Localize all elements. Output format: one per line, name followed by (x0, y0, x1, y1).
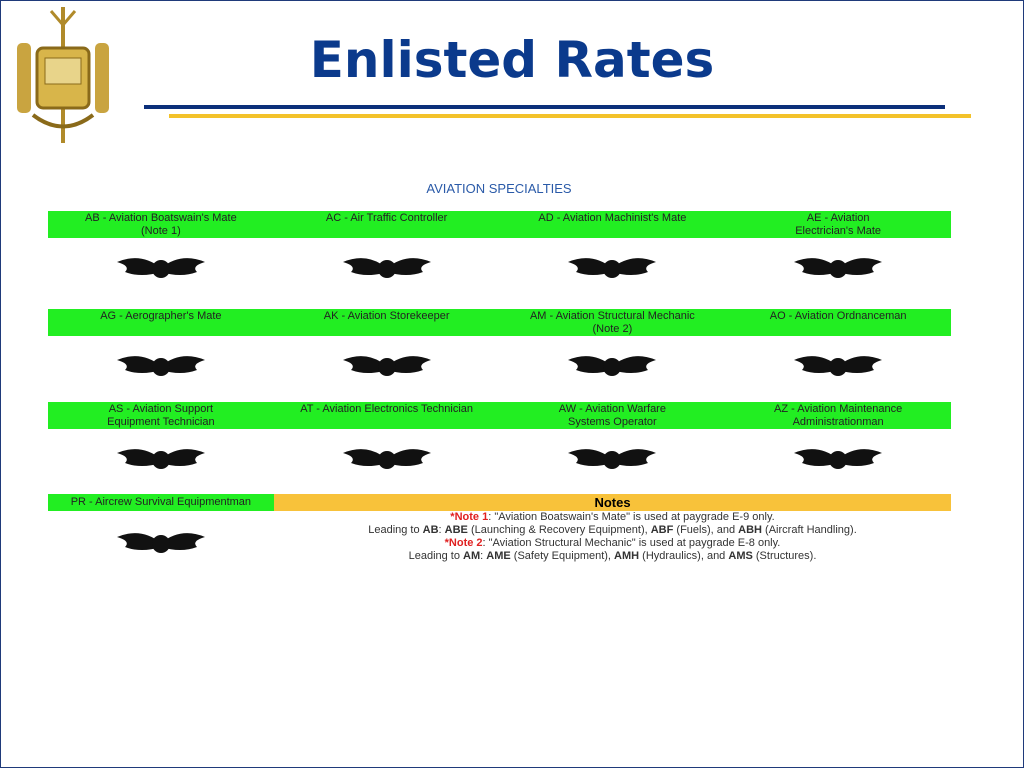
rating-label: AE - Aviation (806, 212, 870, 224)
rating-label: AC - Air Traffic Controller (325, 212, 448, 224)
rating-label: PR - Aircrew Survival Equipmentman (70, 496, 252, 508)
rating-header: AB - Aviation Boatswain's Mate (Note 1) (48, 211, 274, 238)
note-line: *Note 1: "Aviation Boatswain's Mate" is … (274, 511, 951, 523)
note-text: (Aircraft Handling). (762, 524, 857, 536)
rating-label: AK - Aviation Storekeeper (323, 310, 450, 322)
insignia (116, 258, 205, 278)
note-text: : "Aviation Boatswain's Mate" is used at… (488, 511, 775, 523)
note-line: Leading to AM: AME (Safety Equipment), A… (274, 550, 951, 562)
insignia (794, 258, 883, 278)
rating-header: AW - Aviation Warfare Systems Operator (499, 402, 726, 429)
note-text: *Note 1 (450, 511, 489, 523)
note-text: (Safety Equipment), (510, 550, 615, 562)
note-text: AM (463, 550, 481, 562)
rating-label: AD - Aviation Machinist's Mate (538, 212, 687, 224)
rating-label: Systems Operator (568, 416, 657, 428)
note-text: AMS (728, 550, 753, 562)
rating-header: AC - Air Traffic Controller (273, 211, 500, 238)
rating-header: AS - Aviation Support Equipment Technicia… (48, 402, 274, 429)
note-text: : (438, 524, 445, 536)
section-title: AVIATION SPECIALTIES (426, 181, 572, 196)
rating-header: AZ - Aviation Maintenance Administrationm… (725, 402, 951, 429)
rating-label: Administrationman (792, 416, 884, 428)
rating-header: AK - Aviation Storekeeper (273, 309, 500, 336)
note-text: : (480, 550, 487, 562)
note-text: (Launching & Recovery Equipment), (467, 524, 651, 536)
rating-header: PR - Aircrew Survival Equipmentman (48, 494, 274, 511)
rating-header: AO - Aviation Ordnanceman (725, 309, 951, 336)
title: Enlisted Rates (309, 31, 715, 89)
note-text: AB (422, 524, 439, 536)
rating-label: AS - Aviation Support (108, 403, 214, 415)
note-line: Leading to AB: ABE (Launching & Recovery… (274, 524, 951, 536)
rating-label: AW - Aviation Warfare (558, 403, 666, 415)
rating-label: (Note 1) (141, 225, 181, 237)
rating-header: AD - Aviation Machinist's Mate (499, 211, 726, 238)
notes-header: Notes (274, 494, 951, 511)
note-line: *Note 2: "Aviation Structural Mechanic" … (274, 537, 951, 549)
note-text: (Hydraulics), and (639, 550, 729, 562)
emblem (17, 7, 109, 143)
insignia (342, 258, 431, 278)
insignia (116, 449, 205, 469)
rating-label: AZ - Aviation Maintenance (774, 403, 903, 415)
insignia (116, 356, 205, 376)
rating-label: Electrician's Mate (795, 225, 882, 237)
insignia (794, 356, 883, 376)
note-text: ABF (650, 524, 674, 536)
insignia (116, 533, 205, 553)
note-text: (Structures). (752, 550, 817, 562)
insignia (794, 449, 883, 469)
note-text: (Fuels), and (673, 524, 739, 536)
insignia (568, 356, 657, 376)
rating-label: AB - Aviation Boatswain's Mate (85, 212, 237, 224)
rating-header: AE - Aviation Electrician's Mate (725, 211, 951, 238)
note-text: Leading to (408, 550, 464, 562)
note-text: Leading to (368, 524, 423, 536)
rating-label: AO - Aviation Ordnanceman (769, 310, 907, 322)
note-text: AMH (614, 550, 640, 562)
note-text: : "Aviation Structural Mechanic" is used… (482, 537, 781, 549)
insignia (568, 449, 657, 469)
note-text: *Note 2 (444, 537, 483, 549)
rating-header: AG - Aerographer's Mate (48, 309, 274, 336)
rating-label: Equipment Technician (107, 416, 215, 428)
insignia (568, 258, 657, 278)
note-text: AME (486, 550, 511, 562)
rule-gold (169, 114, 971, 118)
rating-label: AM - Aviation Structural Mechanic (529, 310, 695, 322)
rating-label: AT - Aviation Electronics Technician (300, 403, 474, 415)
rating-header: AT - Aviation Electronics Technician (273, 402, 500, 429)
rating-header: AM - Aviation Structural Mechanic (Note 2… (499, 309, 726, 336)
rule-navy (144, 105, 945, 109)
insignia (342, 356, 431, 376)
note-text: ABH (738, 524, 762, 536)
rating-label: AG - Aerographer's Mate (100, 310, 222, 322)
insignia (342, 449, 431, 469)
rating-label: (Note 2) (592, 323, 633, 335)
note-text: ABE (444, 524, 468, 536)
